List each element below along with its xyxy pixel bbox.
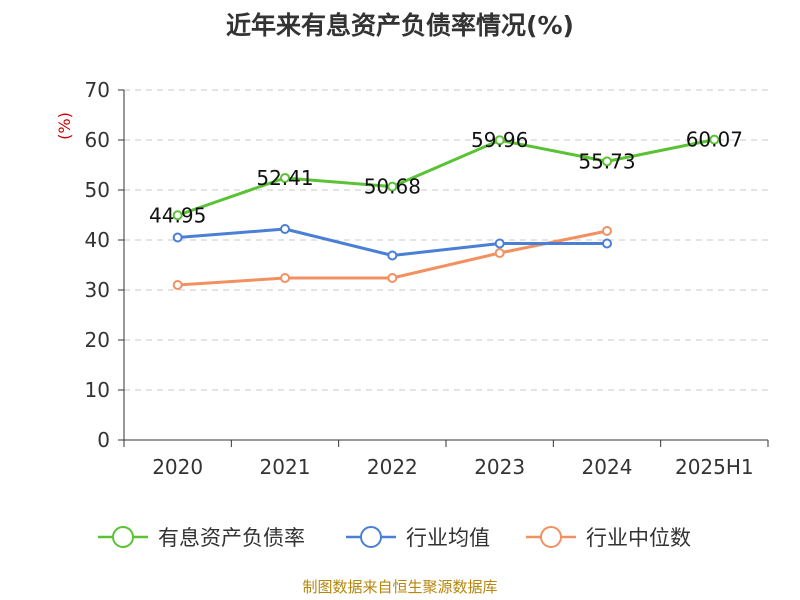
data-point (494, 238, 505, 249)
grid-lines (124, 89, 768, 391)
data-point (280, 172, 290, 183)
data-label: 55.73 (578, 149, 635, 173)
data-point (172, 210, 183, 221)
legend-marker (540, 526, 562, 548)
data-point (494, 135, 505, 146)
y-tick-label: 30 (85, 278, 110, 302)
data-labels: 44.95 52.41 50.68 59.96 55.73 60.07 (149, 128, 743, 228)
data-point (602, 238, 612, 249)
legend: 有息资产负债率 行业均值 行业中位数 (98, 526, 691, 550)
legend-marker (112, 526, 134, 548)
x-tick-label: 2020 (152, 455, 203, 479)
chart-title: 近年来有息资产负债率情况(%) (226, 11, 574, 40)
series-lines (172, 134, 720, 290)
data-point (602, 226, 612, 236)
series-line-1 (177, 138, 715, 217)
x-tick-label: 2025H1 (675, 455, 754, 479)
x-tick-label: 2021 (260, 455, 311, 479)
data-point (494, 248, 505, 258)
data-point (387, 250, 398, 261)
data-point (602, 156, 612, 167)
legend-label: 行业均值 (406, 526, 490, 550)
data-label: 50.68 (364, 175, 421, 199)
y-tick-label: 60 (85, 128, 110, 152)
x-tick-label: 2023 (474, 455, 525, 479)
data-point (280, 273, 290, 283)
y-tick-label: 50 (85, 178, 110, 202)
legend-item-2[interactable]: 行业均值 (346, 526, 490, 550)
legend-item-3[interactable]: 行业中位数 (526, 526, 691, 550)
data-point (172, 232, 183, 243)
legend-label: 有息资产负债率 (158, 526, 305, 550)
legend-item-1[interactable]: 有息资产负债率 (98, 526, 305, 550)
data-point (280, 224, 290, 234)
data-point (172, 280, 183, 290)
data-label: 44.95 (149, 203, 206, 227)
data-point (387, 181, 398, 192)
data-point (387, 273, 398, 283)
data-point (709, 134, 720, 145)
legend-marker (360, 526, 382, 548)
y-tick-label: 20 (85, 328, 110, 352)
source-note: 制图数据来自恒生聚源数据库 (302, 578, 497, 596)
x-tick-label: 2022 (367, 455, 418, 479)
y-tick-label: 0 (97, 428, 110, 452)
data-label: 60.07 (686, 128, 743, 152)
axes: 0 10 20 30 40 50 60 70 2020 2021 2022 2023 2024 2025H… (85, 78, 769, 479)
x-tick-label: 2024 (582, 455, 633, 479)
data-label: 52.41 (256, 166, 313, 190)
data-label: 59.96 (471, 128, 528, 152)
y-tick-label: 70 (85, 78, 110, 102)
y-tick-label: 40 (85, 228, 110, 252)
legend-label: 行业中位数 (586, 526, 691, 550)
y-axis-unit: (%) (55, 112, 74, 140)
y-tick-label: 10 (85, 378, 110, 402)
